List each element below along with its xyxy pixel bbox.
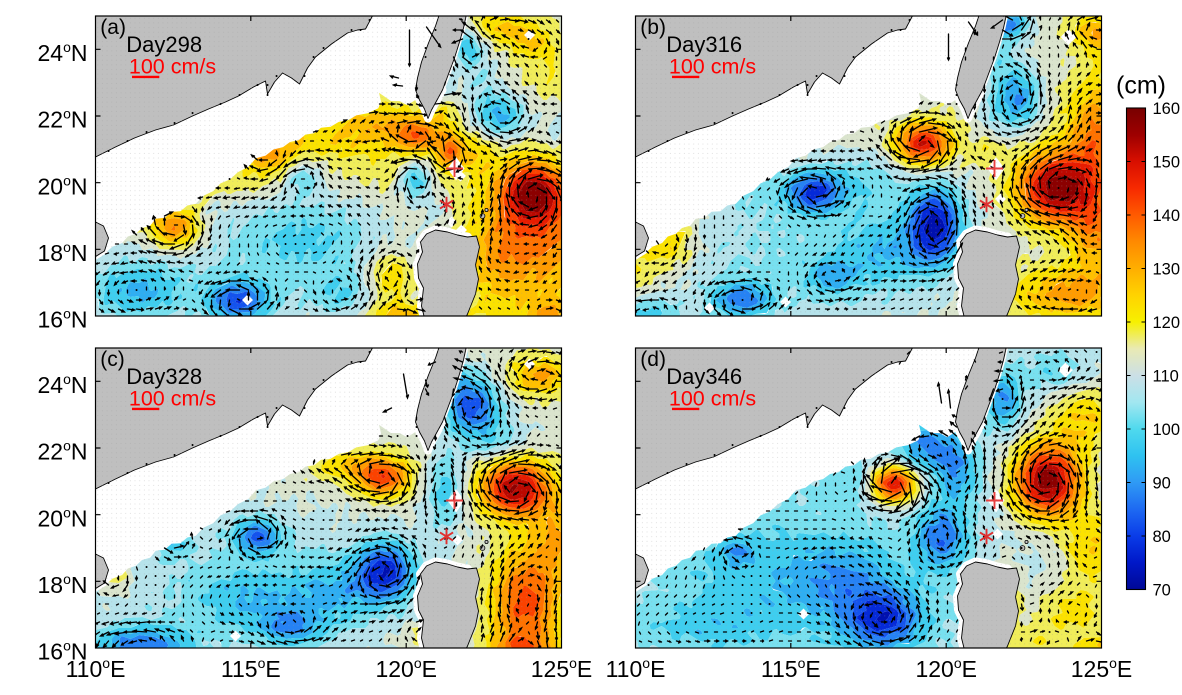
svg-text:Day316: Day316: [666, 32, 742, 57]
svg-text:110oE: 110oE: [606, 655, 666, 682]
svg-text:20oN: 20oN: [37, 504, 87, 531]
svg-text:(d): (d): [640, 348, 666, 371]
svg-text:24oN: 24oN: [37, 371, 87, 398]
svg-text:16oN: 16oN: [37, 306, 87, 333]
svg-text:80: 80: [1153, 528, 1171, 546]
svg-text:120oE: 120oE: [375, 655, 437, 682]
svg-text:18oN: 18oN: [37, 239, 87, 266]
svg-text:100 cm/s: 100 cm/s: [129, 387, 216, 411]
svg-text:125oE: 125oE: [531, 655, 593, 682]
svg-text:20oN: 20oN: [37, 172, 87, 199]
svg-text:110: 110: [1153, 367, 1179, 385]
svg-text:115oE: 115oE: [221, 655, 281, 682]
svg-text:100: 100: [1153, 421, 1181, 439]
svg-text:70: 70: [1153, 581, 1171, 599]
svg-text:24oN: 24oN: [37, 39, 87, 66]
svg-text:(cm): (cm): [1116, 72, 1166, 100]
svg-text:(a): (a): [100, 16, 126, 39]
svg-text:130: 130: [1153, 260, 1181, 278]
svg-text:90: 90: [1153, 474, 1171, 492]
svg-text:18oN: 18oN: [37, 571, 87, 598]
svg-text:120oE: 120oE: [915, 655, 977, 682]
svg-text:16oN: 16oN: [37, 638, 87, 665]
svg-text:100 cm/s: 100 cm/s: [669, 55, 756, 79]
svg-text:22oN: 22oN: [37, 438, 87, 465]
svg-text:Day298: Day298: [126, 32, 202, 57]
svg-text:150: 150: [1153, 153, 1181, 171]
svg-text:(c): (c): [100, 348, 125, 371]
svg-text:110oE: 110oE: [66, 655, 126, 682]
svg-text:22oN: 22oN: [37, 106, 87, 133]
svg-text:160: 160: [1153, 100, 1181, 118]
svg-text:Day346: Day346: [666, 364, 742, 389]
svg-text:(b): (b): [640, 16, 666, 39]
svg-text:115oE: 115oE: [761, 655, 821, 682]
svg-text:125oE: 125oE: [1071, 655, 1133, 682]
svg-text:100 cm/s: 100 cm/s: [669, 387, 756, 411]
svg-text:Day328: Day328: [126, 364, 202, 389]
svg-text:140: 140: [1153, 207, 1181, 225]
svg-text:120: 120: [1153, 314, 1181, 332]
svg-text:100 cm/s: 100 cm/s: [129, 55, 216, 79]
